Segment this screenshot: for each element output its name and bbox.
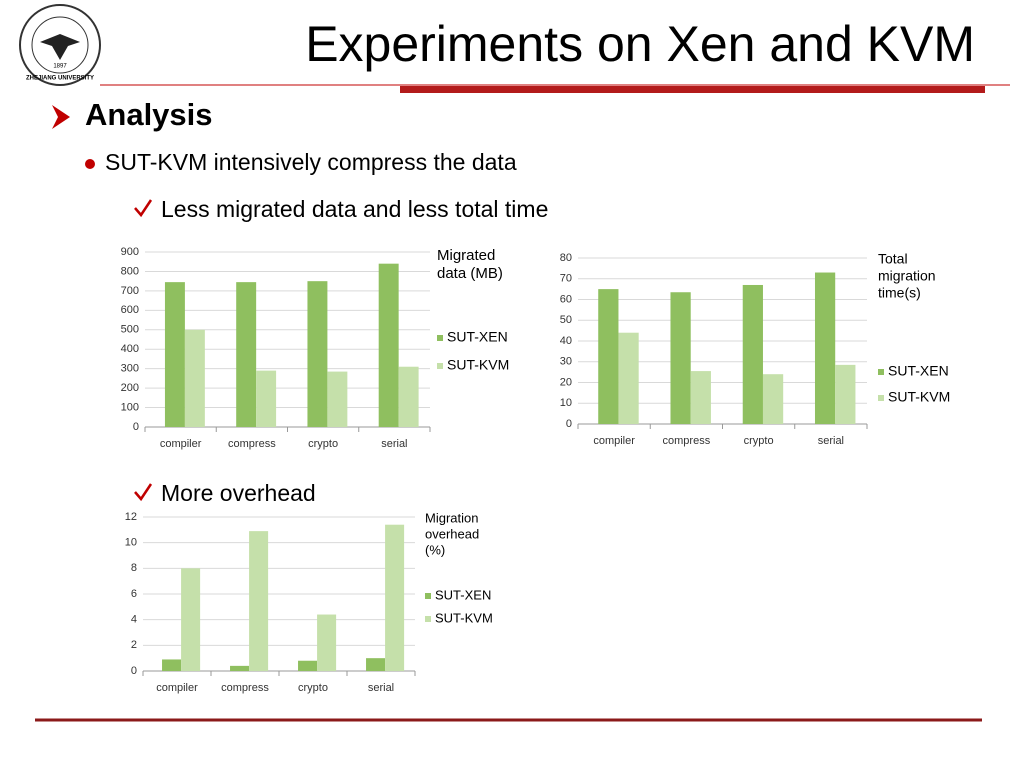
y-tick-label: 500 <box>121 324 139 336</box>
x-tick-label: serial <box>818 435 844 447</box>
check-bullet <box>134 483 153 502</box>
x-tick-label: compiler <box>160 438 202 450</box>
logo-ring <box>19 4 101 86</box>
x-tick-label: compiler <box>593 435 635 447</box>
y-tick-label: 400 <box>121 343 139 355</box>
bar <box>762 374 784 424</box>
bar <box>162 659 182 671</box>
y-tick-label: 4 <box>131 614 137 626</box>
slide-title: Experiments on Xen and KVM <box>305 16 975 72</box>
y-tick-label: 0 <box>133 421 139 433</box>
logo-emblem <box>40 34 80 60</box>
y-tick-label: 0 <box>566 418 572 430</box>
dot-bullet <box>85 159 95 169</box>
y-tick-label: 12 <box>125 511 137 523</box>
y-tick-label: 8 <box>131 562 137 574</box>
y-tick-label: 800 <box>121 265 139 277</box>
arrow-bullet <box>52 105 70 129</box>
legend-label: SUT-XEN <box>888 363 949 379</box>
y-tick-label: 600 <box>121 304 139 316</box>
chart-title: migration <box>878 268 936 284</box>
check-item: More overhead <box>161 480 316 506</box>
y-tick-label: 6 <box>131 588 137 600</box>
y-tick-label: 0 <box>131 665 137 677</box>
x-tick-label: compress <box>663 435 711 447</box>
legend-label: SUT-KVM <box>888 389 950 405</box>
bar <box>378 263 399 427</box>
logo-inner-ring <box>31 16 89 74</box>
title-bar <box>400 86 985 93</box>
legend-swatch <box>437 335 443 341</box>
bullet: SUT-KVM intensively compress the data <box>105 149 517 175</box>
bar <box>618 332 639 424</box>
y-tick-label: 2 <box>131 639 137 651</box>
legend-swatch <box>425 593 431 599</box>
bar <box>249 531 269 671</box>
bar <box>298 660 318 671</box>
x-tick-label: crypto <box>298 682 328 694</box>
x-tick-label: compress <box>228 438 276 450</box>
bar <box>398 366 419 427</box>
bar <box>366 658 386 671</box>
y-tick-label: 100 <box>121 401 139 413</box>
y-tick-label: 70 <box>560 273 572 285</box>
chart-title: Migrated <box>437 247 495 264</box>
x-tick-label: serial <box>368 682 394 694</box>
y-tick-label: 700 <box>121 285 139 297</box>
chart-title: (%) <box>425 542 445 557</box>
heading: Analysis <box>85 97 213 132</box>
check-bullet <box>134 199 153 218</box>
bar <box>742 284 763 424</box>
y-tick-label: 900 <box>121 246 139 258</box>
chart-title: data (MB) <box>437 265 503 282</box>
bar <box>385 524 405 671</box>
bar <box>230 665 250 671</box>
bar <box>256 370 277 427</box>
bar <box>317 614 337 671</box>
bar <box>670 292 691 424</box>
legend-label: SUT-KVM <box>447 357 509 373</box>
y-tick-label: 50 <box>560 314 572 326</box>
y-tick-label: 200 <box>121 382 139 394</box>
x-tick-label: crypto <box>308 438 338 450</box>
y-tick-label: 10 <box>125 537 137 549</box>
y-tick-label: 10 <box>560 397 572 409</box>
bar <box>598 289 619 424</box>
bar <box>690 371 711 424</box>
legend-label: SUT-KVM <box>435 610 493 625</box>
logo-name: ZHEJIANG UNIVERSITY <box>26 76 94 82</box>
chart-title: Migration <box>425 510 478 525</box>
legend-swatch <box>437 363 443 369</box>
legend-label: SUT-XEN <box>447 329 508 345</box>
chart-title: time(s) <box>878 285 921 301</box>
chart-title: Total <box>878 251 908 267</box>
bar <box>835 364 856 424</box>
bar <box>236 282 257 427</box>
bar <box>184 329 205 427</box>
bar <box>814 272 836 424</box>
y-tick-label: 60 <box>560 293 572 305</box>
x-tick-label: compress <box>221 682 269 694</box>
legend-swatch <box>425 616 431 622</box>
y-tick-label: 80 <box>560 252 572 264</box>
logo: 1897 ZHEJIANG UNIVERSITY <box>19 4 101 86</box>
bar <box>164 282 185 427</box>
legend-swatch <box>878 395 884 401</box>
y-tick-label: 30 <box>560 356 572 368</box>
x-tick-label: crypto <box>744 435 774 447</box>
bar <box>181 568 201 671</box>
check-item: Less migrated data and less total time <box>161 196 548 222</box>
bar <box>327 371 348 427</box>
legend-swatch <box>878 369 884 375</box>
legend-label: SUT-XEN <box>435 587 491 602</box>
x-tick-label: serial <box>381 438 407 450</box>
y-tick-label: 20 <box>560 376 572 388</box>
y-tick-label: 300 <box>121 363 139 375</box>
x-tick-label: compiler <box>156 682 198 694</box>
bar <box>307 281 328 427</box>
y-tick-label: 40 <box>560 335 572 347</box>
logo-year: 1897 <box>53 64 67 70</box>
chart-title: overhead <box>425 526 479 541</box>
